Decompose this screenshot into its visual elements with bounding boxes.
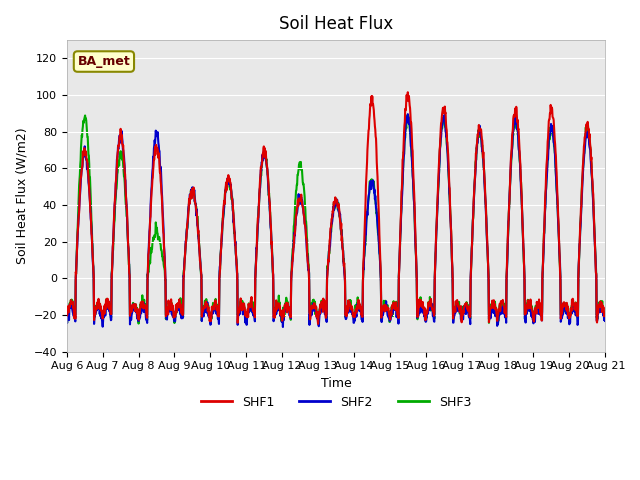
SHF3 (490, 301, 498, 307)
SHF1 (404, 89, 412, 95)
SHF3 (170, 316, 178, 322)
SHF3 (135, 321, 143, 326)
Text: BA_met: BA_met (77, 55, 131, 68)
X-axis label: Time: Time (321, 377, 351, 390)
SHF3 (244, 310, 252, 315)
Line: SHF3: SHF3 (67, 116, 605, 324)
SHF3 (81, 113, 89, 119)
SHF3 (601, 314, 609, 320)
Line: SHF1: SHF1 (67, 92, 605, 324)
SHF2 (601, 318, 609, 324)
SHF3 (420, 305, 428, 311)
SHF2 (243, 322, 250, 328)
SHF3 (63, 318, 70, 324)
SHF2 (404, 111, 412, 117)
Y-axis label: Soil Heat Flux (W/m2): Soil Heat Flux (W/m2) (15, 128, 28, 264)
SHF2 (490, 303, 498, 309)
SHF1 (601, 311, 609, 316)
SHF1 (314, 321, 322, 327)
SHF2 (63, 319, 70, 324)
SHF2 (170, 313, 177, 319)
SHF1 (63, 311, 70, 317)
SHF1 (182, 233, 190, 239)
Line: SHF2: SHF2 (67, 114, 605, 327)
SHF1 (170, 309, 177, 314)
Title: Soil Heat Flux: Soil Heat Flux (279, 15, 393, 33)
SHF1 (420, 306, 428, 312)
SHF3 (183, 226, 191, 231)
SHF2 (279, 324, 287, 330)
SHF2 (538, 316, 545, 322)
SHF1 (538, 318, 545, 324)
SHF3 (538, 312, 545, 317)
SHF1 (490, 305, 498, 311)
Legend: SHF1, SHF2, SHF3: SHF1, SHF2, SHF3 (196, 391, 476, 414)
SHF1 (243, 311, 250, 317)
SHF2 (182, 230, 190, 236)
SHF2 (420, 309, 428, 314)
